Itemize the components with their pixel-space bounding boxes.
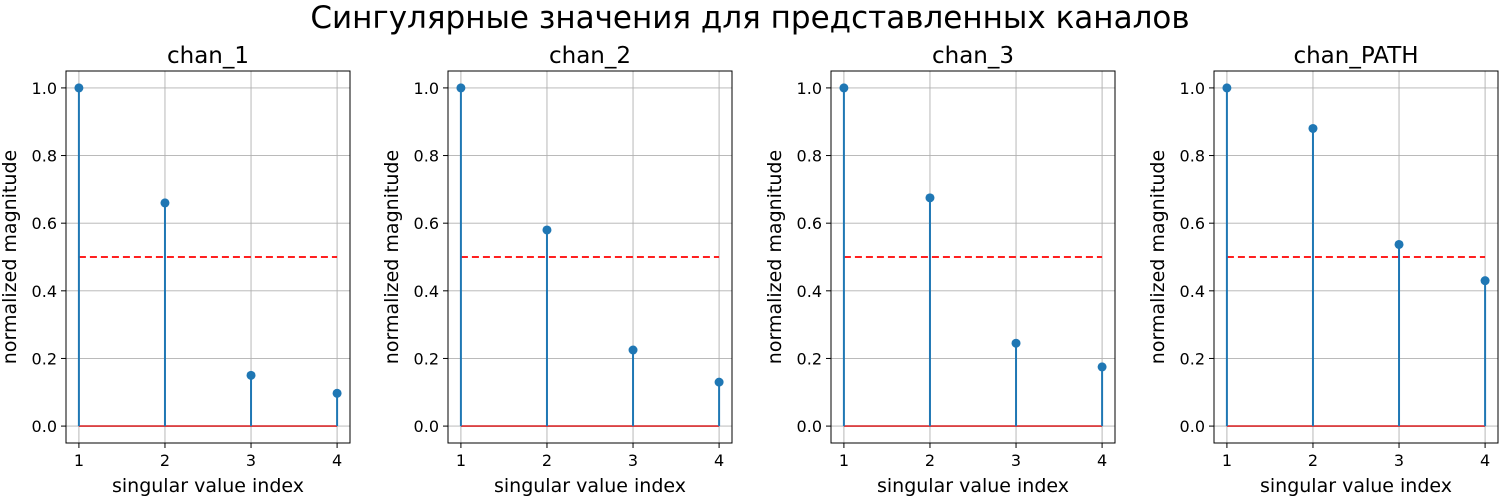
stem-marker xyxy=(456,83,466,93)
stem-marker xyxy=(1394,239,1404,249)
x-axis-label: singular value index xyxy=(112,475,304,497)
y-tick-label: 0.2 xyxy=(1180,349,1205,368)
stem-marker xyxy=(1222,83,1232,93)
y-axis-label: normalized magnitude xyxy=(1147,150,1169,364)
subplot-4: 1 2 3 4 0.0 0.2 0.4 0.6 0.8 1.0 chan_PATH singular … xyxy=(1147,43,1499,497)
y-tick-label: 0.0 xyxy=(32,417,57,436)
y-tick-label: 0.6 xyxy=(1180,214,1205,233)
x-tick-label: 4 xyxy=(1097,451,1107,470)
subplot-title: chan_3 xyxy=(932,43,1014,69)
stem-marker xyxy=(1308,123,1318,133)
figure-title: Сингулярные значения для представленных … xyxy=(310,0,1189,36)
axes-frame xyxy=(65,70,351,444)
x-axis-label: singular value index xyxy=(1260,475,1452,497)
stem-marker xyxy=(74,83,84,93)
y-tick-label: 0.4 xyxy=(1180,282,1205,301)
axes-frame xyxy=(830,70,1116,444)
y-tick-label: 0.6 xyxy=(414,214,439,233)
x-tick-label: 1 xyxy=(456,451,466,470)
y-tick-label: 1.0 xyxy=(797,79,822,98)
x-tick-label: 2 xyxy=(160,451,170,470)
x-tick-label: 3 xyxy=(1394,451,1404,470)
x-axis-label: singular value index xyxy=(877,475,1069,497)
y-tick-label: 0.2 xyxy=(32,349,57,368)
x-tick-label: 3 xyxy=(246,451,256,470)
y-tick-label: 0.6 xyxy=(32,214,57,233)
y-axis-label: normalized magnitude xyxy=(381,150,403,364)
y-tick-label: 0.0 xyxy=(797,417,822,436)
x-tick-label: 1 xyxy=(1222,451,1232,470)
subplot-title: chan_PATH xyxy=(1293,43,1418,69)
y-tick-label: 0.8 xyxy=(414,147,439,166)
stem-marker xyxy=(714,377,724,387)
x-tick-label: 4 xyxy=(714,451,724,470)
x-tick-label: 4 xyxy=(332,451,342,470)
y-tick-label: 0.0 xyxy=(1180,417,1205,436)
y-tick-label: 0.0 xyxy=(414,417,439,436)
stem-marker xyxy=(160,198,170,208)
stem-marker xyxy=(332,388,342,398)
stem-marker xyxy=(1097,362,1107,372)
y-tick-label: 0.8 xyxy=(1180,147,1205,166)
stem-marker xyxy=(1011,338,1021,348)
stem-marker xyxy=(839,83,849,93)
stem-marker xyxy=(246,370,256,380)
x-tick-label: 3 xyxy=(628,451,638,470)
subplots: 1 2 3 4 0.0 0.2 0.4 0.6 0.8 1.0 chan_1 singular val… xyxy=(0,43,1499,497)
y-tick-label: 1.0 xyxy=(414,79,439,98)
x-tick-label: 2 xyxy=(1308,451,1318,470)
x-tick-label: 1 xyxy=(74,451,84,470)
x-tick-label: 4 xyxy=(1480,451,1490,470)
stem-marker xyxy=(925,193,935,203)
subplot-title: chan_2 xyxy=(549,43,631,69)
axes-frame xyxy=(1213,70,1499,444)
y-tick-label: 0.4 xyxy=(32,282,57,301)
y-tick-label: 0.6 xyxy=(797,214,822,233)
y-tick-label: 1.0 xyxy=(32,79,57,98)
subplot-2: 1 2 3 4 0.0 0.2 0.4 0.6 0.8 1.0 chan_2 singular val… xyxy=(381,43,733,497)
x-tick-label: 1 xyxy=(839,451,849,470)
subplot-1: 1 2 3 4 0.0 0.2 0.4 0.6 0.8 1.0 chan_1 singular val… xyxy=(0,43,351,497)
y-axis-label: normalized magnitude xyxy=(0,150,21,364)
x-tick-label: 3 xyxy=(1011,451,1021,470)
x-tick-label: 2 xyxy=(925,451,935,470)
y-tick-label: 0.4 xyxy=(797,282,822,301)
stem-marker xyxy=(628,345,638,355)
y-tick-label: 1.0 xyxy=(1180,79,1205,98)
subplot-3: 1 2 3 4 0.0 0.2 0.4 0.6 0.8 1.0 chan_3 singular val… xyxy=(764,43,1116,497)
x-tick-label: 2 xyxy=(542,451,552,470)
y-tick-label: 0.2 xyxy=(414,349,439,368)
y-tick-label: 0.8 xyxy=(32,147,57,166)
y-tick-label: 0.8 xyxy=(797,147,822,166)
subplot-title: chan_1 xyxy=(167,43,249,69)
y-tick-label: 0.4 xyxy=(414,282,439,301)
axes-frame xyxy=(447,70,733,444)
x-axis-label: singular value index xyxy=(494,475,686,497)
y-axis-label: normalized magnitude xyxy=(764,150,786,364)
stem-marker xyxy=(542,225,552,235)
y-tick-label: 0.2 xyxy=(797,349,822,368)
stem-marker xyxy=(1480,276,1490,286)
